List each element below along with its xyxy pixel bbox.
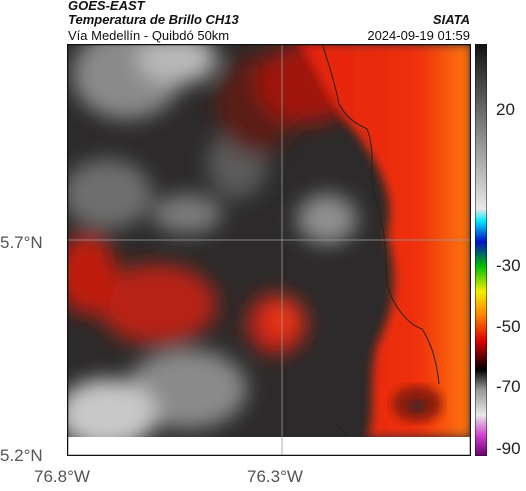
temperature-colorbar	[475, 44, 487, 456]
lat-label-5-2: 5.2°N	[0, 446, 43, 465]
colorbar-tick-minus70: -70	[496, 377, 521, 396]
boundary-line-south	[336, 423, 348, 437]
colorbar-tick-minus90: -90	[496, 439, 521, 458]
colorbar-tick-minus50: -50	[496, 317, 521, 336]
brightness-temperature-map[interactable]	[67, 44, 471, 456]
region-subtitle: Vía Medellín - Quibdó 50km	[68, 28, 230, 43]
colorbar-tick-20: 20	[496, 100, 515, 119]
satellite-source: GOES-EAST	[68, 0, 145, 13]
product-title: Temperatura de Brillo CH13	[68, 12, 239, 27]
organization-label: SIATA	[432, 12, 470, 27]
lon-label-76-8: 76.8°W	[34, 467, 90, 486]
lat-label-5-7: 5.7°N	[0, 233, 43, 252]
lon-label-76-3: 76.3°W	[247, 467, 303, 486]
timestamp-label: 2024-09-19 01:59	[367, 28, 470, 43]
boundary-line	[321, 44, 440, 385]
colorbar-tick-minus30: -30	[496, 256, 521, 275]
